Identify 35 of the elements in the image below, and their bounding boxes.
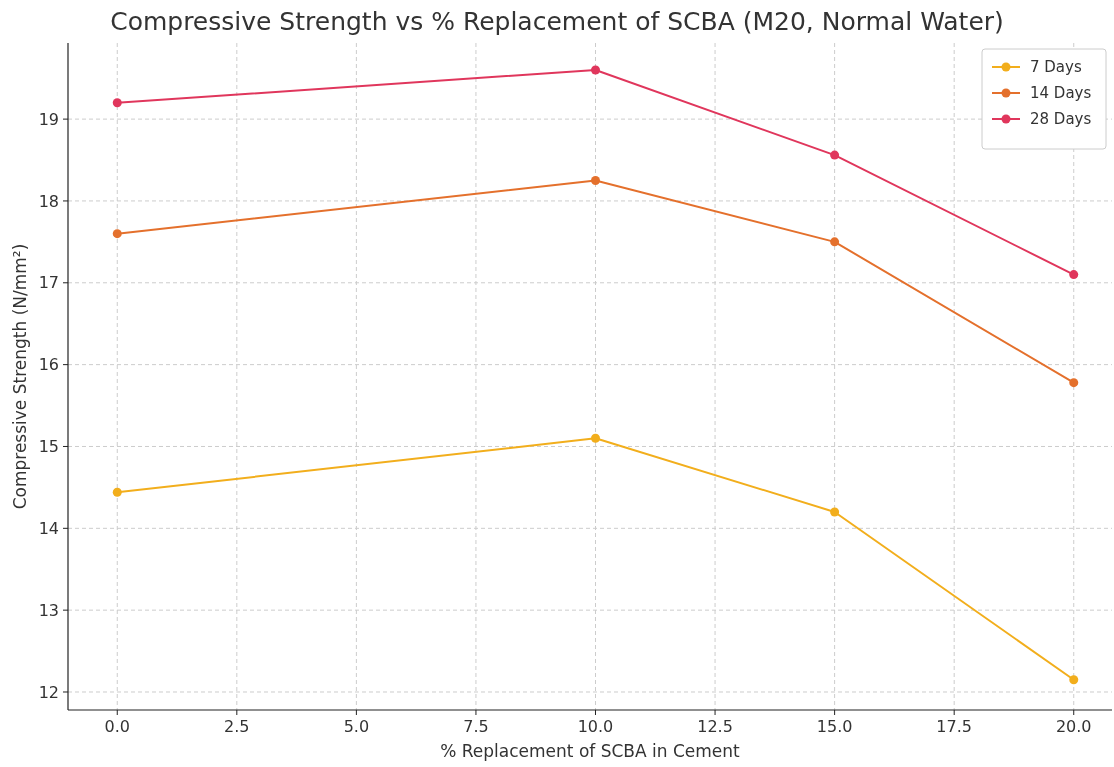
legend-label: 28 Days xyxy=(1030,110,1092,129)
y-axis-title: Compressive Strength (N/mm²) xyxy=(10,243,30,510)
point xyxy=(591,65,600,75)
x-tick-label: 10.0 xyxy=(577,717,614,736)
y-tick-label: 15 xyxy=(38,437,59,457)
point xyxy=(1069,378,1079,388)
x-tick-label: 0.0 xyxy=(104,717,130,736)
point xyxy=(1069,675,1079,685)
x-tick-label: 5.0 xyxy=(343,717,370,736)
point xyxy=(1069,270,1079,280)
point xyxy=(591,433,600,443)
chart-title: Compressive Strength vs % Replacement of SCBA (M20, Normal Water) xyxy=(110,7,1004,36)
x-tick-label: 15.0 xyxy=(816,717,853,736)
x-axis-title: % Replacement of SCBA in Cement xyxy=(440,741,741,761)
point xyxy=(830,507,840,517)
legend-label: 14 Days xyxy=(1030,84,1092,103)
y-tick-label: 16 xyxy=(38,355,59,375)
x-tick-label: 17.5 xyxy=(936,717,972,736)
y-tick-label: 19 xyxy=(38,109,59,129)
y-tick-label: 14 xyxy=(38,518,59,538)
x-tick-label: 2.5 xyxy=(224,717,250,736)
point xyxy=(112,487,122,497)
point xyxy=(830,237,840,247)
x-tick-label: 20.0 xyxy=(1055,717,1092,736)
x-tick-label: 7.5 xyxy=(463,717,489,736)
y-tick-label: 17 xyxy=(38,273,59,293)
y-tick-label: 12 xyxy=(38,682,59,702)
point xyxy=(112,98,122,108)
y-tick-label: 13 xyxy=(38,600,59,620)
legend-label: 7 Days xyxy=(1030,58,1082,77)
point xyxy=(830,150,840,160)
x-tick-label: 12.5 xyxy=(697,717,733,736)
y-tick-label: 18 xyxy=(38,191,59,211)
point xyxy=(112,229,122,239)
point xyxy=(591,175,600,185)
